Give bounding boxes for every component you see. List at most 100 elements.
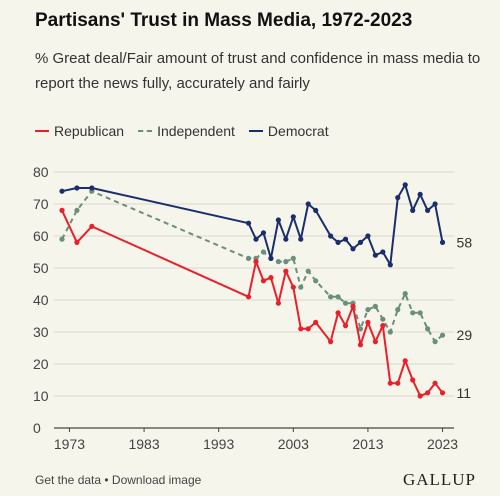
data-point-independent	[59, 236, 65, 242]
data-point-independent	[380, 316, 386, 322]
y-tick-label: 30	[33, 324, 49, 340]
grid-layer	[54, 171, 454, 429]
data-point-democrat	[305, 201, 311, 207]
y-tick-label: 50	[33, 260, 49, 276]
data-point-republican	[425, 390, 431, 396]
legend-label-democrat: Democrat	[267, 123, 329, 139]
end-label-layer: 29 11 58	[457, 234, 473, 400]
data-point-democrat	[372, 252, 378, 258]
data-point-independent	[290, 255, 296, 261]
data-point-republican	[283, 268, 289, 274]
data-point-republican	[402, 358, 408, 364]
data-point-independent	[402, 291, 408, 297]
data-point-democrat	[89, 185, 95, 191]
data-point-democrat	[380, 249, 386, 255]
legend-swatch-republican	[35, 130, 49, 132]
legend-swatch-democrat	[248, 130, 263, 132]
data-point-independent	[335, 294, 341, 300]
data-point-independent	[245, 255, 252, 261]
data-point-republican	[417, 393, 423, 399]
data-point-republican	[59, 207, 65, 213]
y-tick-label: 70	[33, 196, 49, 212]
data-point-democrat	[402, 182, 408, 188]
data-point-independent	[372, 303, 378, 309]
chart-subtitle: % Great deal/Fair amount of trust and co…	[35, 50, 481, 92]
legend-item-republican: Republican	[35, 123, 124, 139]
data-point-republican	[387, 380, 393, 386]
data-point-democrat	[260, 230, 267, 236]
data-point-independent	[365, 307, 371, 313]
footer-links: Get the data • Download image	[35, 473, 201, 487]
data-point-republican	[74, 239, 80, 245]
chart-title: Partisans' Trust in Mass Media, 1972-202…	[35, 10, 413, 31]
y-tick-label: 0	[33, 420, 41, 436]
data-point-independent	[74, 207, 80, 213]
data-point-republican	[342, 323, 349, 329]
data-point-independent	[395, 307, 401, 313]
data-point-democrat	[387, 262, 393, 268]
chart-legend: Republican Independent Democrat	[35, 122, 343, 140]
data-point-republican	[328, 339, 334, 345]
series-line-republican	[61, 209, 444, 397]
data-point-democrat	[290, 214, 296, 220]
x-tick-label: 2013	[352, 436, 383, 452]
data-point-independent	[439, 332, 446, 338]
series-line-independent	[61, 190, 444, 343]
data-point-republican	[268, 275, 274, 281]
data-point-democrat	[342, 236, 349, 242]
data-point-democrat	[328, 233, 334, 239]
data-point-democrat	[425, 207, 431, 213]
data-point-republican	[357, 342, 364, 348]
x-tick-label: 2023	[427, 436, 458, 452]
y-tick-label: 60	[33, 228, 49, 244]
data-point-republican	[89, 223, 95, 229]
x-tick-label: 2003	[278, 436, 309, 452]
data-point-independent	[313, 278, 319, 284]
data-point-republican	[290, 284, 296, 290]
data-point-independent	[432, 339, 438, 345]
download-image-link[interactable]: Download image	[111, 473, 202, 487]
data-point-independent	[410, 310, 416, 316]
data-point-republican	[253, 259, 259, 265]
data-point-republican	[260, 278, 267, 284]
y-tick-label: 20	[33, 356, 49, 372]
data-point-democrat	[59, 188, 65, 194]
end-label-democrat: 58	[457, 234, 473, 250]
data-point-democrat	[253, 236, 259, 242]
data-point-democrat	[439, 239, 446, 245]
data-point-republican	[305, 326, 311, 332]
data-point-republican	[410, 377, 416, 383]
data-point-republican	[245, 294, 252, 300]
gallup-logo: GALLUP	[402, 470, 476, 489]
data-point-democrat	[74, 185, 80, 191]
y-tick-label: 80	[33, 164, 49, 180]
data-point-democrat	[283, 236, 289, 242]
get-data-link[interactable]: Get the data	[35, 473, 102, 487]
legend-label-republican: Republican	[54, 123, 125, 139]
data-point-democrat	[313, 207, 319, 213]
axis-layer: 0 10 20 30 40 50 60 70 80 1973 1983 1993 2003 2013 202…	[33, 164, 458, 452]
data-point-democrat	[417, 191, 423, 197]
x-tick-label: 1973	[54, 436, 85, 452]
data-point-republican	[313, 319, 319, 325]
series-line-democrat	[61, 183, 444, 266]
data-point-republican	[439, 390, 446, 396]
data-point-democrat	[357, 239, 364, 245]
legend-swatch-independent	[138, 130, 153, 132]
data-point-republican	[432, 380, 438, 386]
data-point-republican	[275, 300, 281, 306]
data-point-republican	[350, 303, 356, 309]
data-point-independent	[425, 326, 431, 332]
data-point-democrat	[335, 239, 341, 245]
data-point-democrat	[395, 195, 401, 201]
data-point-independent	[357, 326, 364, 332]
y-tick-label: 40	[33, 292, 49, 308]
legend-label-independent: Independent	[157, 123, 235, 139]
data-point-republican	[395, 380, 401, 386]
legend-item-independent: Independent	[138, 123, 235, 139]
x-tick-label: 1993	[203, 436, 234, 452]
data-point-independent	[387, 329, 393, 335]
data-point-independent	[298, 284, 304, 290]
footer-separator: •	[101, 473, 112, 487]
data-point-democrat	[350, 246, 356, 252]
